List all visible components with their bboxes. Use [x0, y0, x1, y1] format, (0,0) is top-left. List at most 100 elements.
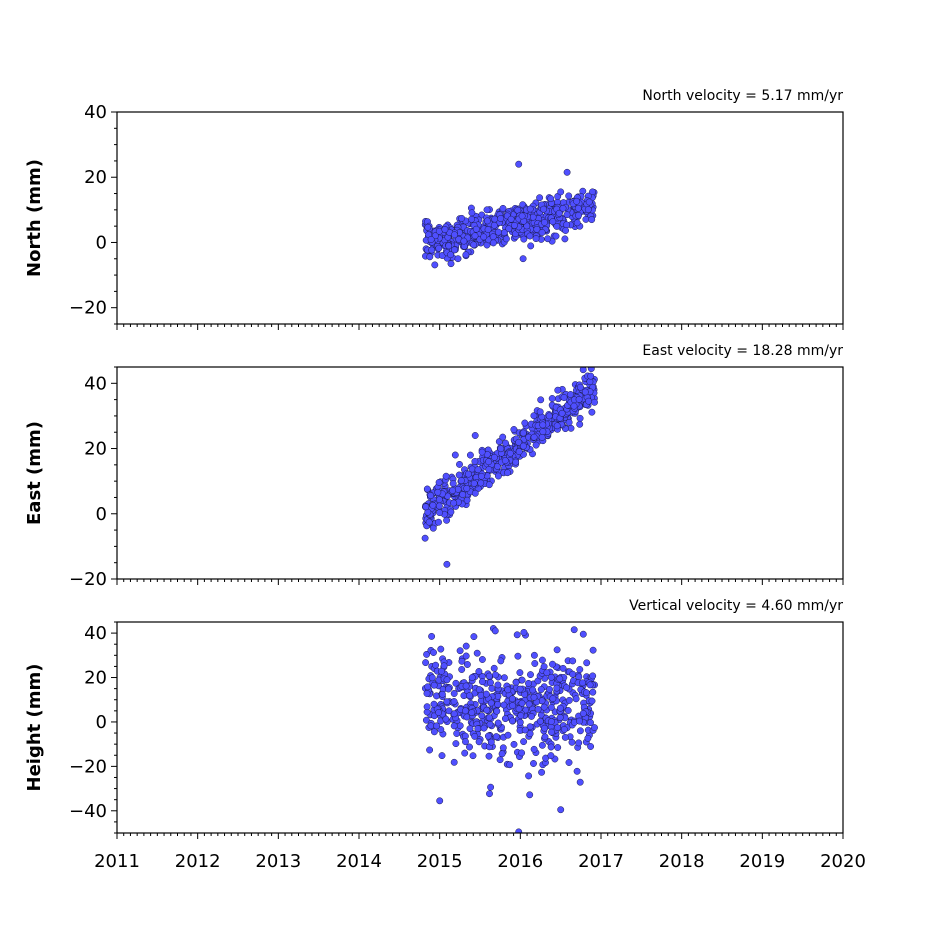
- data-point: [499, 204, 507, 212]
- data-point: [498, 750, 506, 758]
- data-point: [584, 206, 592, 214]
- data-point: [506, 449, 514, 457]
- data-point: [538, 768, 546, 776]
- x-tick-label: 2015: [417, 851, 463, 872]
- data-point: [510, 740, 518, 748]
- data-point: [447, 508, 455, 516]
- data-point: [525, 679, 532, 687]
- data-point: [471, 732, 479, 740]
- data-point: [468, 209, 476, 217]
- data-point: [576, 414, 584, 422]
- data-point: [466, 743, 473, 751]
- data-point: [435, 518, 442, 526]
- data-point: [471, 232, 479, 240]
- data-point: [547, 743, 555, 751]
- data-point: [539, 428, 547, 436]
- data-point: [532, 235, 540, 243]
- data-point: [519, 429, 527, 437]
- data-point: [497, 657, 505, 665]
- data-point: [521, 419, 529, 427]
- data-point: [475, 738, 483, 746]
- y-tick-label: 0: [96, 712, 107, 733]
- data-point: [560, 394, 568, 401]
- data-point: [424, 223, 432, 231]
- data-point: [547, 718, 555, 726]
- data-point: [568, 738, 576, 746]
- data-point: [504, 469, 511, 477]
- data-point: [470, 633, 478, 641]
- x-tick-label: 2018: [659, 851, 705, 872]
- data-point: [442, 715, 450, 723]
- panel-2-points: [421, 367, 598, 568]
- data-point: [450, 722, 458, 730]
- data-point: [442, 472, 450, 480]
- data-point: [477, 479, 485, 487]
- data-point: [429, 501, 437, 509]
- data-point: [478, 678, 486, 686]
- data-point: [587, 719, 594, 727]
- data-point: [573, 219, 581, 227]
- data-point: [515, 448, 523, 456]
- data-point: [507, 215, 515, 223]
- data-point: [530, 433, 538, 441]
- data-point: [514, 206, 522, 214]
- data-point: [458, 214, 466, 222]
- data-point: [547, 195, 555, 203]
- data-point: [536, 194, 544, 202]
- data-point: [431, 232, 439, 240]
- data-point: [485, 458, 493, 466]
- data-point: [553, 222, 561, 230]
- x-tick-label: 2019: [739, 851, 785, 872]
- data-point-outlier: [587, 367, 595, 373]
- data-point: [492, 733, 500, 741]
- data-point: [500, 701, 508, 709]
- data-point: [529, 213, 537, 221]
- data-point: [493, 707, 501, 715]
- data-point: [458, 657, 466, 665]
- data-point: [543, 669, 551, 677]
- data-point: [554, 724, 561, 732]
- data-point: [541, 733, 549, 741]
- data-point: [516, 669, 524, 677]
- data-point: [540, 703, 548, 711]
- data-point: [475, 686, 483, 694]
- data-point: [536, 408, 544, 416]
- data-point: [558, 409, 566, 417]
- data-point: [553, 646, 561, 654]
- data-point: [508, 717, 516, 725]
- data-point: [579, 709, 587, 717]
- data-point: [466, 451, 474, 459]
- data-point: [487, 783, 495, 791]
- data-point: [532, 441, 540, 449]
- data-point-outlier: [557, 806, 565, 814]
- data-point: [576, 727, 584, 735]
- data-point: [518, 749, 526, 757]
- panel-2: −20 0 20 40 East velocity = 18.28 mm/yr East …: [24, 343, 844, 590]
- data-point: [435, 478, 443, 486]
- data-point: [512, 678, 520, 686]
- data-point: [504, 686, 512, 694]
- data-point: [527, 242, 535, 250]
- data-point: [562, 227, 570, 234]
- data-point: [508, 695, 516, 703]
- data-point: [422, 659, 430, 667]
- data-point: [466, 692, 474, 700]
- data-point: [423, 485, 431, 493]
- data-point: [483, 706, 491, 714]
- data-point: [445, 707, 453, 715]
- data-point: [576, 383, 584, 391]
- data-point: [521, 726, 529, 734]
- data-point: [513, 631, 521, 639]
- data-point: [584, 734, 592, 742]
- y-tick-label: 40: [84, 102, 107, 123]
- data-point: [461, 749, 469, 757]
- data-point: [494, 692, 502, 700]
- data-point: [483, 217, 491, 225]
- data-point: [486, 790, 493, 798]
- data-point: [427, 236, 435, 243]
- data-point: [541, 724, 549, 732]
- data-point: [547, 673, 555, 681]
- data-point: [422, 503, 430, 511]
- data-point: [470, 241, 478, 249]
- data-point: [565, 696, 573, 704]
